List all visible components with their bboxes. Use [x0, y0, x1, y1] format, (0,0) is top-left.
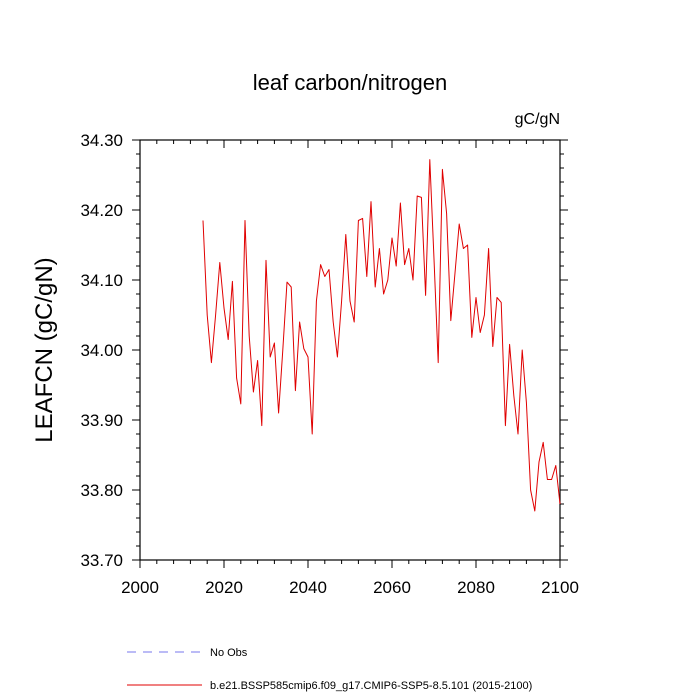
y-tick-label: 34.10 [80, 271, 123, 290]
legend-label-no-obs: No Obs [210, 647, 248, 659]
y-tick-label: 33.90 [80, 411, 123, 430]
axis-tick-labels: 2000 2020 2040 2060 2080 2100 33.70 33.80 33.90 3… [80, 131, 578, 597]
y-tick-label: 34.30 [80, 131, 123, 150]
x-tick-label: 2060 [373, 578, 411, 597]
x-tick-label: 2040 [289, 578, 327, 597]
units-label: gC/gN [515, 111, 560, 128]
data-series [202, 159, 561, 512]
y-tick-label: 33.70 [80, 551, 123, 570]
x-tick-label: 2000 [121, 578, 159, 597]
plot-frame [139, 139, 561, 561]
legend-label-model: b.e21.BSSP585cmip6.f09_g17.CMIP6-SSP5-8.… [210, 680, 532, 692]
chart-title: leaf carbon/nitrogen [253, 70, 447, 95]
series-line-0 [202, 159, 561, 512]
x-tick-label: 2020 [205, 578, 243, 597]
y-tick-label: 34.00 [80, 341, 123, 360]
y-tick-label: 33.80 [80, 481, 123, 500]
legend: No Obs b.e21.BSSP585cmip6.f09_g17.CMIP6-… [127, 647, 532, 692]
y-tick-label: 34.20 [80, 201, 123, 220]
y-axis-label: LEAFCN (gC/gN) [31, 257, 58, 442]
axis-ticks [132, 139, 568, 568]
x-tick-label: 2100 [541, 578, 579, 597]
x-tick-label: 2080 [457, 578, 495, 597]
